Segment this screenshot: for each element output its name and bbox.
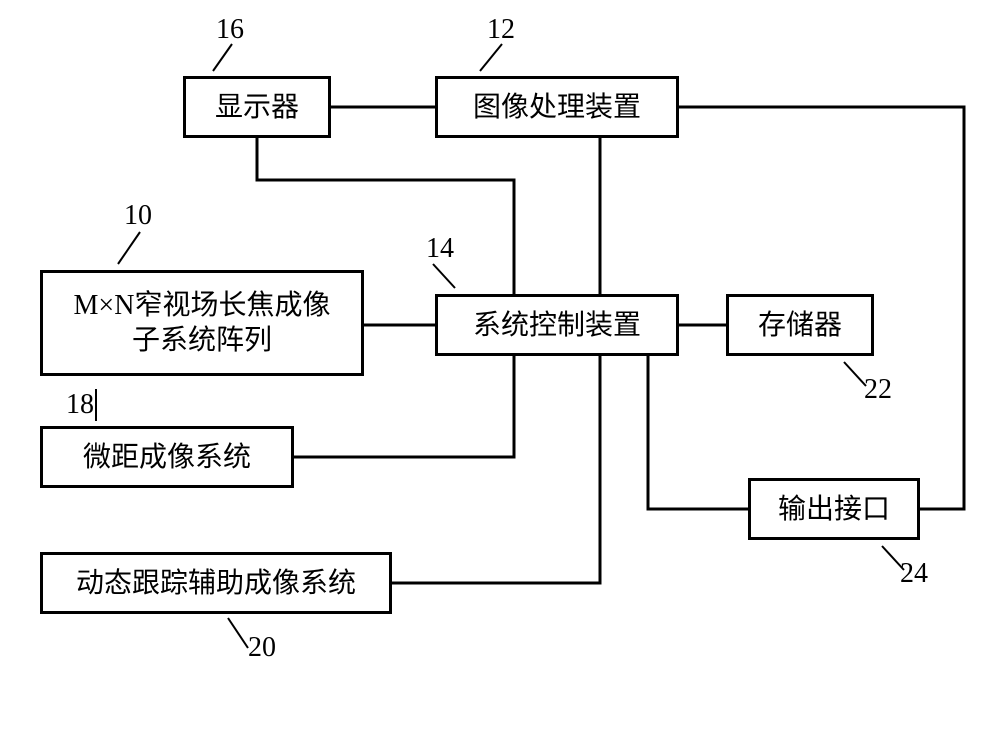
ref-label-r22: 22 — [864, 374, 892, 406]
ref-leader-r12 — [480, 44, 502, 71]
ref-label-r20: 20 — [248, 632, 276, 664]
ref-leader-r14 — [433, 264, 455, 288]
ref-label-r12: 12 — [487, 14, 515, 46]
ref-label-r10: 10 — [124, 200, 152, 232]
node-output: 输出接口 — [748, 478, 920, 540]
node-img_proc: 图像处理装置 — [435, 76, 679, 138]
ref-leader-r10 — [118, 232, 140, 264]
ref-label-r14: 14 — [426, 233, 454, 265]
ref-leader-r20 — [228, 618, 248, 648]
edge-sys_ctrl-output — [648, 356, 748, 509]
ref-label-r24: 24 — [900, 558, 928, 590]
ref-leader-r22 — [844, 362, 866, 386]
node-track: 动态跟踪辅助成像系统 — [40, 552, 392, 614]
ref-leader-r16 — [213, 44, 232, 71]
node-storage: 存储器 — [726, 294, 874, 356]
edge-track-sys_ctrl — [392, 356, 600, 583]
node-mx_array: M×N窄视场长焦成像 子系统阵列 — [40, 270, 364, 376]
ref-label-r16: 16 — [216, 14, 244, 46]
node-sys_ctrl: 系统控制装置 — [435, 294, 679, 356]
node-macro: 微距成像系统 — [40, 426, 294, 488]
diagram-root: 显示器 图像处理装置 M×N窄视场长焦成像 子系统阵列 系统控制装置存储器微距成像系统… — [0, 0, 1000, 749]
ref-label-r18: 18 — [66, 389, 94, 421]
node-display: 显示器 — [183, 76, 331, 138]
